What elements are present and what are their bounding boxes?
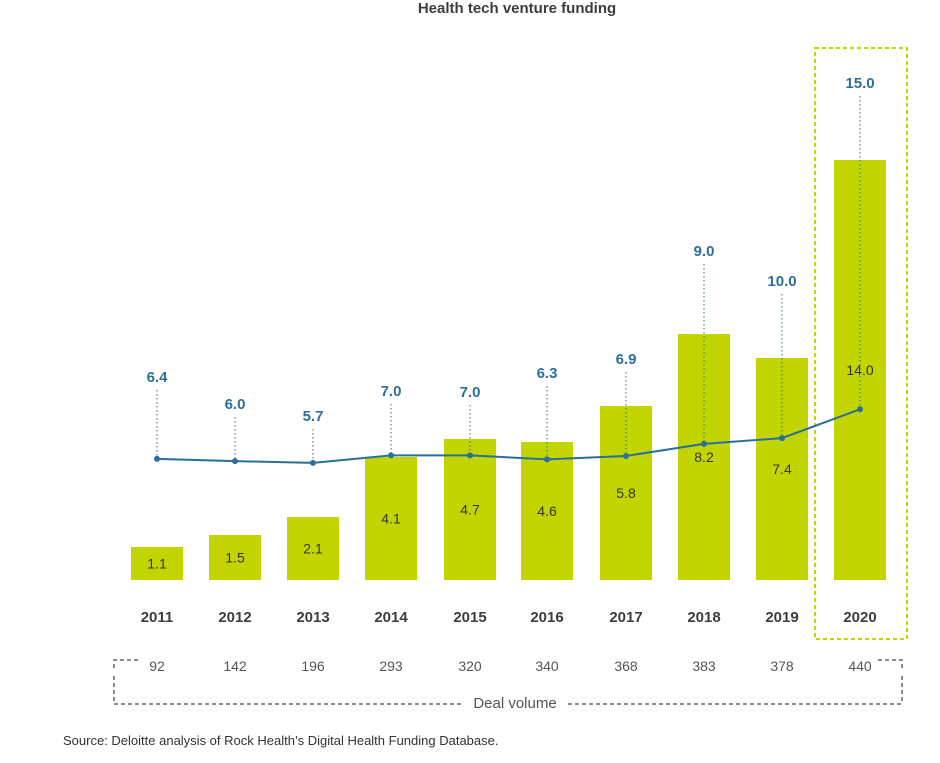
bar-2016 bbox=[521, 442, 573, 580]
deal-volume-2018: 383 bbox=[692, 658, 716, 674]
year-label-2011: 2011 bbox=[141, 609, 174, 626]
highlight-box-2020 bbox=[814, 47, 908, 640]
line-label-2011: 6.4 bbox=[147, 369, 169, 386]
bar-2017 bbox=[600, 406, 652, 580]
line-point-2016 bbox=[544, 456, 550, 463]
bar-2015 bbox=[444, 439, 496, 580]
line-label-2015: 7.0 bbox=[460, 384, 481, 401]
deal-volume-2016: 340 bbox=[535, 658, 559, 674]
deal-volume-2012: 142 bbox=[223, 658, 247, 674]
line-label-2012: 6.0 bbox=[225, 396, 246, 413]
line-label-2019: 10.0 bbox=[767, 273, 796, 290]
bar-label-2020: 14.0 bbox=[846, 362, 873, 378]
bar-2014 bbox=[365, 457, 417, 580]
year-label-2017: 2017 bbox=[609, 609, 642, 626]
bar-2012 bbox=[209, 535, 261, 580]
line-point-2011 bbox=[154, 455, 160, 462]
line-point-2014 bbox=[388, 452, 394, 459]
bar-label-2017: 5.8 bbox=[616, 485, 636, 501]
line-point-2019 bbox=[779, 435, 785, 442]
deal-volume-2019: 378 bbox=[770, 658, 794, 674]
bar-2013 bbox=[287, 517, 339, 580]
year-label-2013: 2013 bbox=[296, 609, 329, 626]
deal-volume-label: Deal volume bbox=[473, 695, 556, 712]
funding-line bbox=[156, 408, 861, 464]
bar-label-2011: 1.1 bbox=[147, 556, 167, 572]
bar-label-2013: 2.1 bbox=[303, 541, 323, 557]
bar-label-2012: 1.5 bbox=[225, 550, 245, 566]
bar-label-2014: 4.1 bbox=[381, 511, 401, 527]
line-point-2017 bbox=[623, 452, 629, 459]
bar-label-2016: 4.6 bbox=[537, 503, 557, 519]
deal-volume-2015: 320 bbox=[458, 658, 482, 674]
bracket-right bbox=[878, 659, 903, 668]
year-label-2012: 2012 bbox=[218, 609, 251, 626]
line-point-2013 bbox=[310, 459, 316, 466]
year-label-2014: 2014 bbox=[374, 609, 408, 626]
bar-label-2015: 4.7 bbox=[460, 502, 480, 518]
line-point-2012 bbox=[232, 458, 238, 465]
year-label-2019: 2019 bbox=[765, 609, 798, 626]
bar-label-2019: 7.4 bbox=[772, 461, 792, 477]
source-note: Source: Deloitte analysis of Rock Health… bbox=[63, 733, 499, 748]
line-point-2015 bbox=[467, 452, 473, 459]
deal-volume-2017: 368 bbox=[614, 658, 638, 674]
line-label-2017: 6.9 bbox=[616, 351, 637, 368]
chart-title: Health tech venture funding bbox=[418, 0, 616, 17]
bar-2018 bbox=[678, 334, 730, 580]
deal-volume-2011: 92 bbox=[149, 658, 165, 674]
year-label-2015: 2015 bbox=[453, 609, 486, 626]
line-point-2018 bbox=[701, 440, 707, 447]
line-label-2020: 15.0 bbox=[845, 75, 874, 92]
deal-volume-2020: 440 bbox=[848, 658, 872, 674]
deal-volume-2013: 196 bbox=[301, 658, 325, 674]
year-label-2020: 2020 bbox=[843, 609, 876, 626]
line-label-2016: 6.3 bbox=[537, 365, 558, 382]
line-label-2018: 9.0 bbox=[694, 243, 715, 260]
bar-label-2018: 8.2 bbox=[694, 449, 714, 465]
year-label-2016: 2016 bbox=[530, 609, 563, 626]
bar-2011 bbox=[131, 547, 183, 580]
bar-2020 bbox=[834, 160, 886, 580]
line-label-2013: 5.7 bbox=[303, 408, 324, 425]
year-label-2018: 2018 bbox=[687, 609, 720, 626]
bracket-left bbox=[113, 659, 138, 668]
line-point-2020 bbox=[857, 406, 863, 413]
line-label-2014: 7.0 bbox=[381, 383, 402, 400]
deal-volume-2014: 293 bbox=[379, 658, 403, 674]
